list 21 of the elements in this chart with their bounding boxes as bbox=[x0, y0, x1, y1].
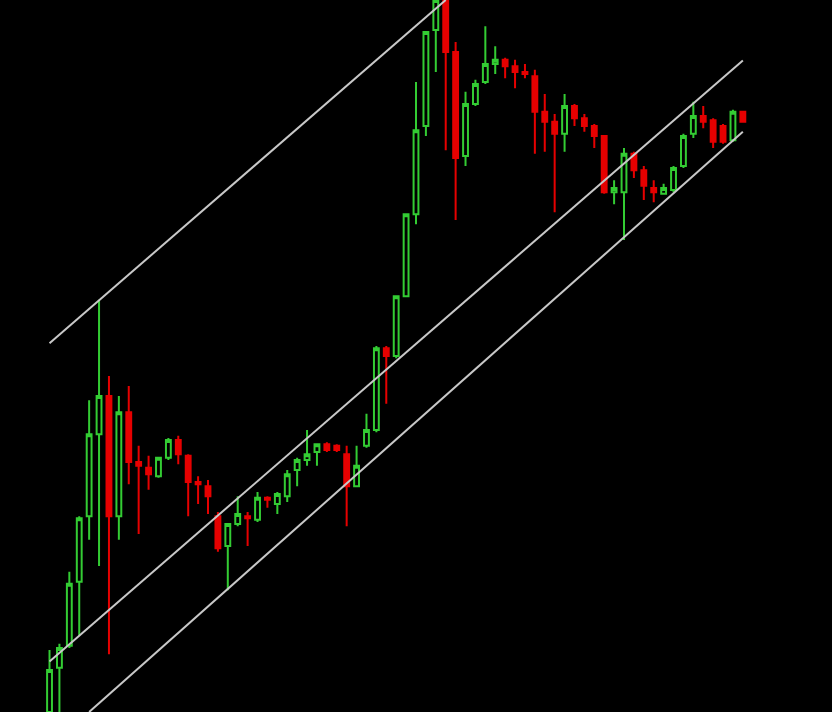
candlestick bbox=[739, 110, 747, 123]
candlestick bbox=[145, 454, 152, 491]
candlestick bbox=[264, 495, 271, 509]
candlestick bbox=[343, 444, 351, 528]
candlestick bbox=[689, 100, 697, 140]
candlestick bbox=[561, 92, 568, 153]
candlestick bbox=[521, 63, 529, 80]
candlestick bbox=[105, 374, 113, 656]
candlestick bbox=[680, 132, 687, 170]
candlestick bbox=[254, 491, 261, 523]
candlestick bbox=[204, 478, 212, 516]
candlestick bbox=[313, 443, 321, 467]
candlestick bbox=[382, 345, 390, 405]
candlestick bbox=[650, 179, 658, 204]
candlestick bbox=[244, 510, 252, 548]
candlestick bbox=[65, 570, 73, 649]
candlestick bbox=[75, 515, 83, 637]
candlestick bbox=[174, 434, 182, 466]
candlestick bbox=[214, 510, 222, 553]
candlestick bbox=[422, 31, 430, 137]
candlestick bbox=[115, 394, 123, 541]
